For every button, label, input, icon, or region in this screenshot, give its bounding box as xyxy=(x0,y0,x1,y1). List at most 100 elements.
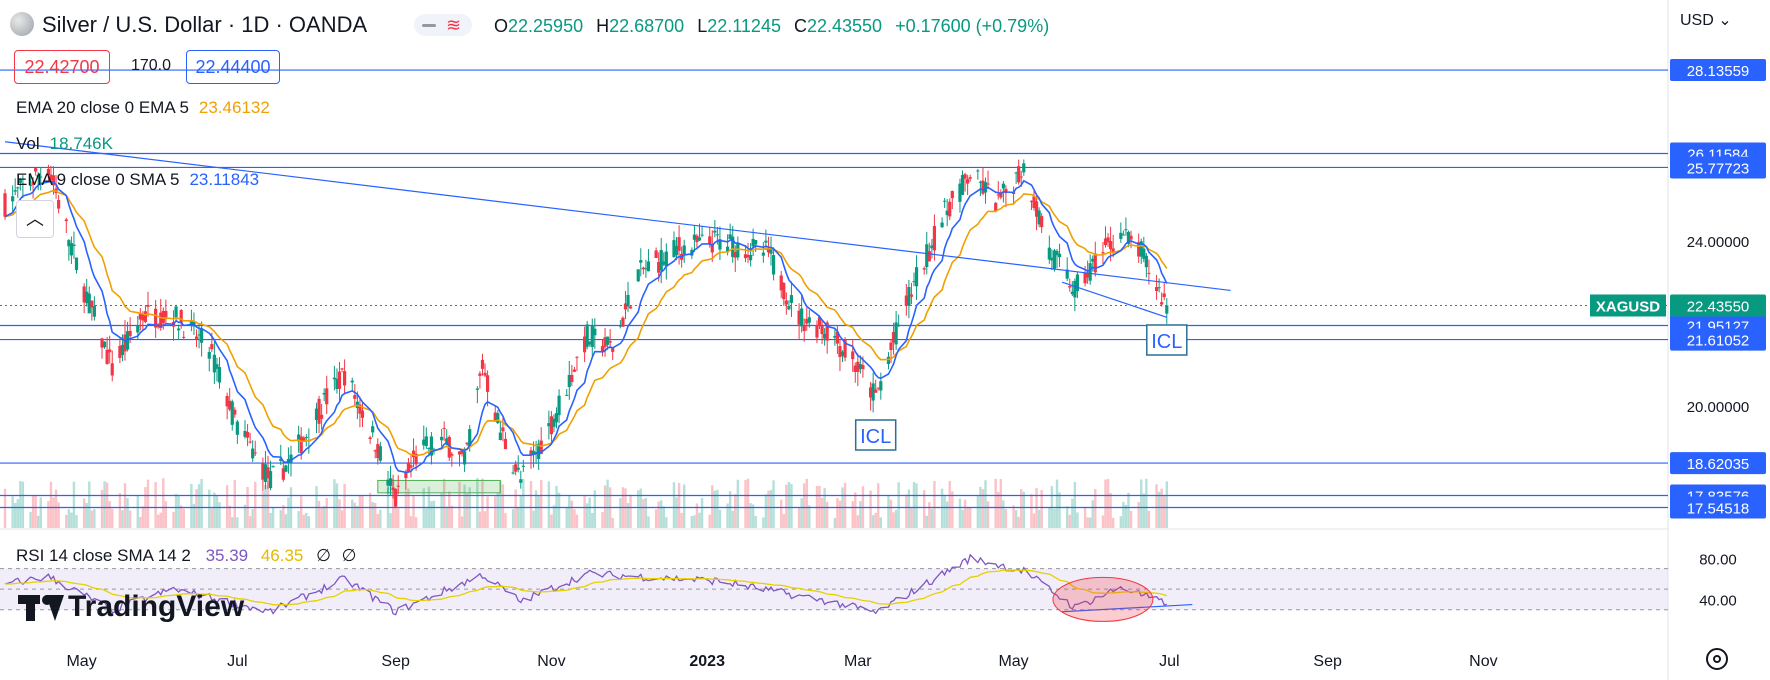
candle-body xyxy=(18,179,22,183)
volume-bar xyxy=(233,480,237,528)
candle-body xyxy=(611,347,615,352)
currency-selector[interactable]: USD ⌄ xyxy=(1680,12,1732,29)
candle-body xyxy=(682,245,686,254)
volume-bar xyxy=(458,481,461,528)
legend-ema20[interactable]: EMA 20 close 0 EMA 5 23.46132 xyxy=(16,98,270,117)
volume-bar xyxy=(271,507,275,528)
candle-body xyxy=(72,244,76,246)
candle-body xyxy=(105,349,109,365)
bid-price-button[interactable]: 22.42700 xyxy=(14,50,110,84)
legend-rsi[interactable]: RSI 14 close SMA 14 2 35.39 46.35 ∅ ∅ xyxy=(16,546,357,565)
volume-bar xyxy=(445,506,448,528)
volume-bar xyxy=(532,510,535,528)
legend-ema9[interactable]: EMA 9 close 0 SMA 5 23.11843 xyxy=(16,170,260,189)
candle-body xyxy=(108,349,112,353)
volume-bar xyxy=(1055,479,1059,528)
candle-body xyxy=(876,387,880,389)
candle-body xyxy=(388,478,393,486)
candle-body xyxy=(100,338,104,348)
volume-bar xyxy=(772,480,775,528)
candle-body xyxy=(805,319,809,324)
candle-body xyxy=(177,328,181,331)
volume-bar xyxy=(843,482,847,528)
candle-body xyxy=(1040,216,1044,228)
tradingview-logo: TradingView xyxy=(18,590,244,624)
candle-body xyxy=(1160,302,1164,305)
volume-bar xyxy=(141,506,145,528)
volume-bar xyxy=(460,516,464,528)
high-value: 22.68700 xyxy=(609,16,685,36)
volume-bar xyxy=(215,495,219,528)
volume-bar xyxy=(624,488,627,528)
volume-bar xyxy=(675,497,678,528)
volume-bar xyxy=(805,478,808,528)
volume-bar xyxy=(976,495,980,528)
candle-body xyxy=(782,282,786,300)
candle-body xyxy=(868,387,873,398)
candle-body xyxy=(960,175,965,195)
volume-bar xyxy=(744,480,747,528)
legend-volume[interactable]: Vol 18.746K xyxy=(16,134,113,153)
volume-bar xyxy=(700,497,704,528)
volume-bar xyxy=(1091,500,1094,528)
volume-bar xyxy=(338,499,341,528)
volume-bar xyxy=(379,509,382,528)
y-tick-label: 20.00000 xyxy=(1687,399,1750,416)
candle-body xyxy=(102,341,107,348)
volume-bar xyxy=(838,500,842,528)
gear-icon[interactable] xyxy=(1706,648,1728,670)
volume-bar xyxy=(754,516,757,528)
volume-bar xyxy=(808,505,811,528)
candle-body xyxy=(386,479,390,486)
candle-body xyxy=(424,436,428,447)
candle-body xyxy=(465,442,469,445)
volume-bar xyxy=(698,512,701,528)
candle-body xyxy=(588,341,592,345)
candle-body xyxy=(531,450,536,455)
candle-body xyxy=(715,234,719,236)
candle-body xyxy=(1137,242,1141,257)
market-status-pill[interactable]: ≋ xyxy=(414,14,472,36)
volume-bar xyxy=(933,480,936,528)
candle-body xyxy=(442,428,446,430)
level-label-bg xyxy=(1670,328,1766,351)
candle-body xyxy=(674,245,679,256)
candle-body xyxy=(146,304,150,307)
candle-body xyxy=(1070,291,1074,295)
candle-body xyxy=(820,325,824,335)
candle-body xyxy=(1139,241,1143,257)
volume-bar xyxy=(1071,498,1074,528)
volume-bar xyxy=(49,481,53,528)
volume-bar xyxy=(463,484,466,528)
volume-bar xyxy=(499,481,502,528)
volume-bar xyxy=(333,479,336,528)
candle-body xyxy=(340,368,344,370)
candle-body xyxy=(154,308,158,328)
candle-body xyxy=(251,448,255,459)
volume-bar xyxy=(1157,491,1161,528)
volume-bar xyxy=(1012,505,1015,528)
volume-bar xyxy=(565,506,568,528)
volume-bar xyxy=(72,481,76,528)
candle-body xyxy=(253,452,257,454)
volume-bar xyxy=(231,517,234,528)
candle-body xyxy=(994,202,998,212)
volume-bar xyxy=(915,483,918,528)
symbol-title[interactable]: Silver / U.S. Dollar · 1D · OANDA xyxy=(42,12,368,37)
volume-bar xyxy=(1094,488,1097,528)
volume-bar xyxy=(785,484,788,528)
candle-body xyxy=(963,174,967,179)
candle-body xyxy=(514,464,518,472)
volume-bar xyxy=(767,490,770,528)
x-tick-label: May xyxy=(66,653,96,670)
chevron-up-icon: ︿ xyxy=(26,209,44,229)
collapse-legend-button[interactable]: ︿ xyxy=(16,200,54,238)
candle-body xyxy=(13,190,17,192)
candle-body xyxy=(194,336,199,339)
ask-price-button[interactable]: 22.44400 xyxy=(186,50,280,84)
level-label-bg xyxy=(1670,452,1766,475)
volume-bar xyxy=(432,500,436,528)
volume-bar xyxy=(297,511,300,528)
candle-body xyxy=(396,485,400,487)
